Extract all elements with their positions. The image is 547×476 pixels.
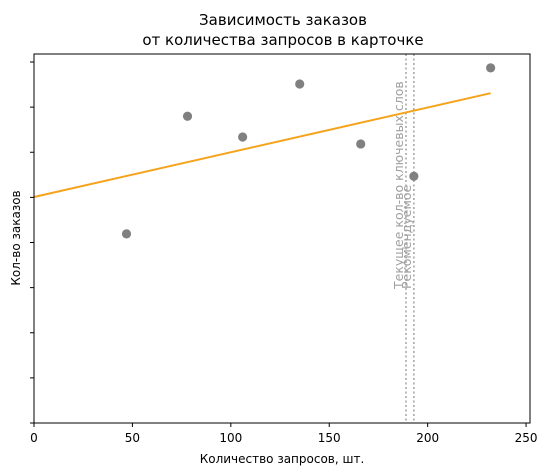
reference-line-label-2: Рекомендуемое [399, 184, 414, 289]
reference-lines: Текущее кол-во ключевых словРекомендуемо… [391, 54, 415, 423]
x-axis-label: Количество запросов, шт. [200, 452, 365, 466]
data-point-7 [486, 63, 496, 73]
data-point-2 [182, 111, 193, 121]
data-point-4 [295, 79, 305, 89]
x-axis-ticks: 0 50 100 150 200 250 [30, 423, 538, 445]
trendline [33, 92, 491, 198]
trendline-group [33, 92, 491, 198]
chart-title-line-2: от количества запросов в карточке [142, 31, 423, 49]
chart-title-line-1: Зависимость заказов [199, 11, 367, 29]
x-tick-label-5: 200 [416, 431, 439, 445]
reference-line-label-1: Текущее кол-во ключевых слов [391, 81, 406, 290]
data-point-3 [238, 132, 248, 142]
scatter-points [121, 63, 496, 239]
data-point-5 [356, 139, 366, 149]
data-point-6 [409, 171, 419, 181]
x-tick-label-1: 0 [30, 431, 38, 445]
y-axis-label: Кол-во заказов [9, 190, 23, 285]
plot-frame [33, 53, 531, 424]
x-tick-label-3: 100 [219, 431, 242, 445]
x-tick-label-4: 150 [318, 431, 341, 445]
x-tick-label-6: 250 [515, 431, 538, 445]
x-tick-label-2: 50 [125, 431, 140, 445]
y-axis-ticks [30, 61, 34, 424]
data-point-1 [121, 229, 132, 239]
